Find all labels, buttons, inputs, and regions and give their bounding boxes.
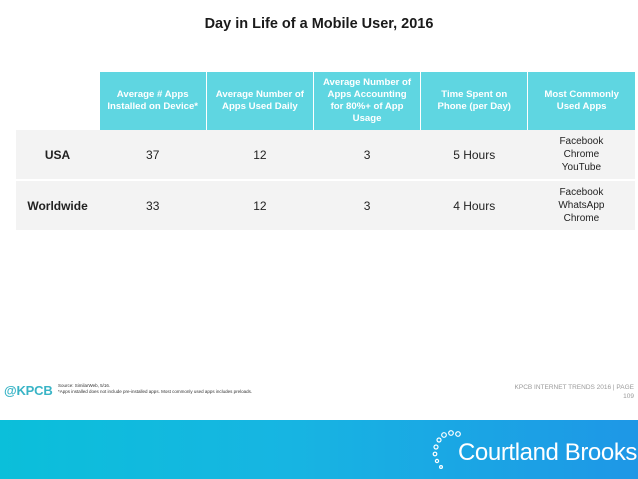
cell-time: 5 Hours — [420, 130, 528, 181]
app-name: WhatsApp — [558, 200, 605, 211]
page-info: KPCB INTERNET TRENDS 2016 | PAGE 109 — [434, 383, 634, 401]
page-title: Day in Life of a Mobile User, 2016 — [204, 16, 434, 32]
header-time: Time Spent on Phone (per Day) — [420, 72, 528, 130]
page-number: 109 — [623, 393, 634, 400]
header-daily: Average Number of Apps Used Daily — [205, 72, 314, 130]
brand-band: Courtland Brooks — [0, 420, 638, 479]
cell-installed: 33 — [99, 180, 207, 232]
header-blank-cell — [16, 72, 100, 130]
cell-daily: 12 — [206, 180, 314, 232]
data-table: Average # Apps Installed on Device* Aver… — [16, 72, 635, 232]
cell-apps: Facebook WhatsApp Chrome — [527, 180, 635, 232]
source-line: Source: SimilarWeb, 5/16. — [58, 383, 111, 388]
source-note: Source: SimilarWeb, 5/16. *Apps installe… — [58, 383, 252, 395]
cell-accounting: 3 — [313, 180, 421, 232]
cell-apps: Facebook Chrome YouTube — [527, 130, 635, 181]
cell-accounting: 3 — [313, 130, 421, 181]
header-apps: Most Commonly Used Apps — [527, 72, 635, 130]
table-header-row: Average # Apps Installed on Device* Aver… — [16, 72, 635, 130]
brand-name: Courtland Brooks — [458, 439, 638, 466]
footnote-line: *Apps installed does not include pre-ins… — [58, 389, 253, 394]
app-name: YouTube — [561, 162, 602, 173]
app-name: Chrome — [563, 149, 600, 160]
app-name: Facebook — [559, 187, 604, 198]
row-label: USA — [16, 130, 100, 181]
cell-time: 4 Hours — [420, 180, 528, 232]
kpcb-handle: @KPCB — [4, 383, 53, 398]
cell-daily: 12 — [206, 130, 314, 181]
trends-label: KPCB INTERNET TRENDS 2016 | PAGE — [514, 384, 634, 391]
row-label: Worldwide — [16, 180, 100, 232]
table-row: USA 37 12 3 5 Hours Facebook Chrome YouT… — [16, 130, 635, 181]
app-name: Chrome — [563, 213, 600, 224]
cell-installed: 37 — [99, 130, 207, 181]
header-installed: Average # Apps Installed on Device* — [98, 72, 207, 130]
header-accounting: Average Number of Apps Accounting for 80… — [312, 72, 421, 130]
bubbles-logo-icon — [432, 430, 461, 469]
table-row: Worldwide 33 12 3 4 Hours Facebook Whats… — [16, 180, 635, 232]
app-name: Facebook — [559, 136, 604, 147]
